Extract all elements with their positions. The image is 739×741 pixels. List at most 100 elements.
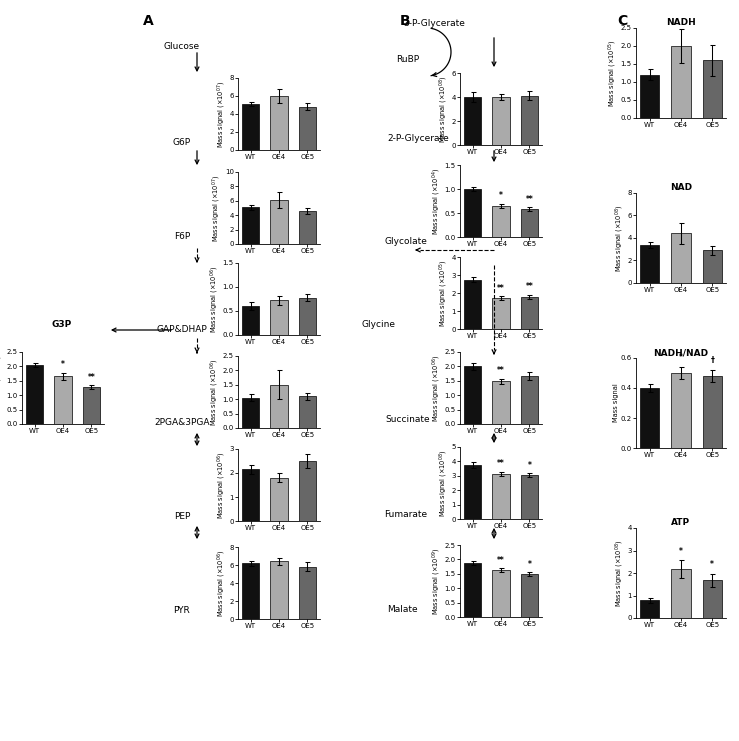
Bar (242, 306, 259, 335)
Bar (521, 297, 538, 329)
Bar (671, 233, 691, 283)
Text: †: † (710, 356, 714, 365)
Bar (242, 104, 259, 150)
Text: *: * (61, 360, 65, 370)
Text: Malate: Malate (386, 605, 418, 614)
Bar (299, 298, 316, 335)
Bar (492, 206, 510, 237)
Text: 2-P-Glycerate: 2-P-Glycerate (387, 134, 449, 143)
Bar (521, 475, 538, 519)
Text: B: B (400, 14, 410, 28)
Bar (270, 200, 287, 244)
Bar (270, 96, 287, 150)
Text: Glycine: Glycine (361, 320, 395, 329)
Title: NAD: NAD (670, 183, 692, 192)
Y-axis label: Mass signal (×10$^{04}$): Mass signal (×10$^{04}$) (431, 167, 443, 235)
Text: GAP&DHAP: GAP&DHAP (157, 325, 208, 334)
Bar (521, 96, 538, 145)
Text: Glycolate: Glycolate (384, 237, 427, 246)
Text: Glucose: Glucose (164, 42, 200, 51)
Bar (464, 366, 481, 424)
Bar (640, 75, 659, 118)
Y-axis label: Mass signal (×10$^{08}$): Mass signal (×10$^{08}$) (613, 205, 626, 272)
Bar (242, 207, 259, 244)
Bar (703, 580, 722, 618)
Bar (671, 569, 691, 618)
Text: PEP: PEP (174, 512, 190, 521)
Bar (270, 562, 287, 619)
Bar (299, 396, 316, 428)
Text: F6P: F6P (174, 232, 190, 241)
Bar (464, 465, 481, 519)
Bar (640, 600, 659, 618)
Bar (464, 279, 481, 329)
Bar (521, 376, 538, 424)
Title: ATP: ATP (672, 518, 690, 528)
Bar (299, 211, 316, 244)
Text: *: * (679, 547, 683, 556)
Bar (703, 250, 722, 283)
Text: **: ** (88, 373, 95, 382)
Text: G6P: G6P (173, 138, 191, 147)
Bar (83, 387, 101, 424)
Text: **: ** (525, 195, 534, 204)
Bar (464, 97, 481, 145)
Y-axis label: Mass signal (×10$^{06}$): Mass signal (×10$^{06}$) (209, 359, 221, 425)
Text: **: ** (497, 556, 505, 565)
Bar (492, 571, 510, 617)
Y-axis label: Mass signal (×10$^{07}$): Mass signal (×10$^{07}$) (211, 174, 223, 242)
Bar (54, 376, 72, 424)
Bar (492, 473, 510, 519)
Text: **: ** (525, 282, 534, 291)
Y-axis label: Mass signal (×10$^{06}$): Mass signal (×10$^{06}$) (431, 354, 443, 422)
Title: NADH: NADH (666, 19, 696, 27)
Bar (671, 373, 691, 448)
Text: C: C (617, 14, 627, 28)
Text: Succinate: Succinate (386, 415, 430, 424)
Y-axis label: Mass signal (×10$^{08}$): Mass signal (×10$^{08}$) (437, 449, 450, 516)
Bar (26, 365, 44, 424)
Bar (671, 46, 691, 118)
Y-axis label: Mass signal (×10$^{06}$): Mass signal (×10$^{06}$) (216, 549, 228, 617)
Bar (703, 376, 722, 448)
Text: PYR: PYR (174, 606, 191, 615)
Text: 2PGA&3PGA: 2PGA&3PGA (154, 418, 210, 427)
Text: G3P: G3P (52, 320, 72, 329)
Bar (492, 298, 510, 329)
Bar (299, 461, 316, 521)
Y-axis label: Mass signal (×10$^{08}$): Mass signal (×10$^{08}$) (437, 76, 450, 142)
Y-axis label: Mass signal (×10$^{09}$): Mass signal (×10$^{09}$) (431, 548, 443, 614)
Text: 3-P-Glycerate: 3-P-Glycerate (403, 19, 465, 28)
Bar (299, 567, 316, 619)
Y-axis label: Mass signal: Mass signal (613, 384, 619, 422)
Bar (492, 97, 510, 145)
Bar (521, 209, 538, 237)
Text: *: * (499, 191, 503, 200)
Bar (521, 574, 538, 617)
Y-axis label: Mass signal (×10$^{06}$): Mass signal (×10$^{06}$) (209, 265, 221, 333)
Bar (492, 382, 510, 424)
Text: A: A (143, 14, 154, 28)
Text: *: * (528, 559, 531, 569)
Y-axis label: Mass signal (×10$^{05}$): Mass signal (×10$^{05}$) (607, 39, 619, 107)
Bar (270, 300, 287, 335)
Bar (703, 61, 722, 118)
Text: *: * (710, 560, 714, 569)
Y-axis label: Mass signal (×10$^{08}$): Mass signal (×10$^{08}$) (613, 539, 626, 607)
Text: *: * (528, 461, 531, 470)
Bar (270, 478, 287, 521)
Y-axis label: Mass signal (×10$^{06}$): Mass signal (×10$^{06}$) (216, 451, 228, 519)
Bar (464, 189, 481, 237)
Bar (464, 563, 481, 617)
Y-axis label: Mass signal (×10$^{05}$): Mass signal (×10$^{05}$) (437, 259, 450, 327)
Y-axis label: Mass signal (×10$^{07}$): Mass signal (×10$^{07}$) (0, 354, 5, 422)
Y-axis label: Mass signal (×10$^{07}$): Mass signal (×10$^{07}$) (216, 80, 228, 147)
Text: Fumarate: Fumarate (384, 510, 428, 519)
Bar (640, 388, 659, 448)
Title: NADH/NAD: NADH/NAD (653, 348, 709, 357)
Text: *: * (679, 353, 683, 362)
Text: **: ** (497, 459, 505, 468)
Bar (299, 107, 316, 150)
Bar (242, 469, 259, 521)
Bar (242, 563, 259, 619)
